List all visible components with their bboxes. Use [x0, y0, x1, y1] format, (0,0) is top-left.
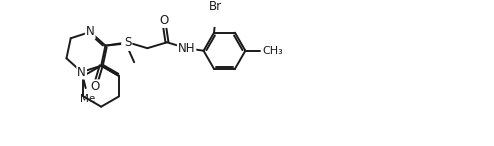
- Text: Me: Me: [80, 94, 95, 104]
- Text: Br: Br: [209, 0, 222, 13]
- Text: O: O: [159, 14, 168, 27]
- Text: S: S: [124, 36, 131, 49]
- Text: O: O: [90, 80, 99, 93]
- Text: NH: NH: [178, 42, 195, 55]
- Text: S: S: [122, 37, 129, 50]
- Text: N: N: [78, 66, 86, 79]
- Text: N: N: [86, 25, 94, 38]
- Text: CH₃: CH₃: [262, 46, 283, 56]
